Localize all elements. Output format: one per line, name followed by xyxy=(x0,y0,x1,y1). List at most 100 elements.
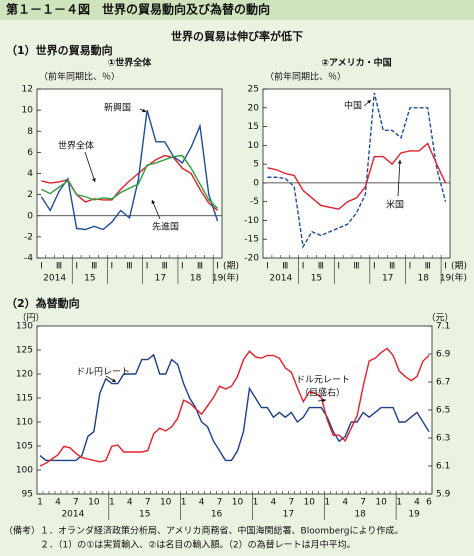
x-tick-label: Ⅰ xyxy=(409,262,412,272)
line-series xyxy=(267,142,447,210)
x-tick-label: Ⅰ xyxy=(444,262,447,272)
plot-area xyxy=(262,88,451,259)
x-tick-label: Ⅰ xyxy=(111,262,114,272)
arrow-head xyxy=(92,178,96,182)
series-label: 世界全体 xyxy=(58,140,94,152)
y-axis-label: （円） xyxy=(17,313,44,324)
x-tick-label: 6 xyxy=(426,498,432,508)
line-series xyxy=(40,109,219,231)
arrow-head xyxy=(322,398,326,403)
y2-axis-label: （元） xyxy=(426,313,453,324)
y-tick-label: 0 xyxy=(253,178,259,188)
y2-tick-label: 6.7 xyxy=(436,378,450,388)
x-tick-label: Ⅲ xyxy=(126,262,132,272)
y2-tick-label: 7.1 xyxy=(436,322,450,332)
x-tick-label: 1 xyxy=(324,498,330,508)
y-tick-label: -10 xyxy=(244,216,259,226)
year-label: 19 xyxy=(212,274,224,284)
annotation: （目盛右） xyxy=(300,387,345,399)
series-label: 米国 xyxy=(386,199,404,211)
x-tick-label: 7 xyxy=(73,498,79,508)
title-bar xyxy=(0,0,474,20)
y-tick-label: 115 xyxy=(16,394,33,404)
x-tick-label: 1 xyxy=(181,498,187,508)
x-unit: (期) xyxy=(223,261,239,272)
y-tick-label: 105 xyxy=(16,442,33,452)
y-tick-label: -20 xyxy=(244,254,259,264)
year-label: 16 xyxy=(211,510,223,520)
annotation-arrow xyxy=(84,151,96,183)
year-label: 2014 xyxy=(269,274,292,284)
y-tick-label: 6 xyxy=(27,148,33,158)
plot-area xyxy=(36,325,433,495)
arrow-head xyxy=(142,108,146,113)
x-tick-label: 1 xyxy=(109,498,115,508)
line-series xyxy=(267,92,447,249)
y-tick-label: 130 xyxy=(16,322,33,332)
y-axis-label: （前年同期比、％） xyxy=(265,71,346,83)
y-tick-label: -5 xyxy=(250,197,259,207)
x-tick-label: 7 xyxy=(217,498,223,508)
series-label: 先進国 xyxy=(152,221,179,233)
year-label: 18 xyxy=(190,274,202,284)
x-tick-label: 10 xyxy=(232,498,244,508)
x-tick-label: Ⅰ xyxy=(40,262,43,272)
y-tick-label: -4 xyxy=(24,254,33,264)
x-tick-label: 7 xyxy=(288,498,294,508)
x-tick-label: 4 xyxy=(414,498,420,508)
y-tick-label: 100 xyxy=(16,466,33,476)
y-tick-label: -15 xyxy=(244,235,259,245)
x-tick-label: Ⅰ xyxy=(337,262,340,272)
year-label: 19 xyxy=(440,274,452,284)
year-label: 15 xyxy=(311,274,322,284)
year-label: 2014 xyxy=(43,274,66,284)
year-label: 17 xyxy=(283,510,294,520)
x-tick-label: 4 xyxy=(55,498,61,508)
x-unit: (期) xyxy=(451,261,467,272)
y-tick-label: 110 xyxy=(16,418,33,428)
y-tick-label: 8 xyxy=(27,127,33,137)
y-tick-label: 15 xyxy=(248,122,259,132)
year-label: 2014 xyxy=(61,510,84,520)
y-tick-label: 25 xyxy=(248,85,259,95)
x-tick-label: 4 xyxy=(199,498,205,508)
arrow-head xyxy=(151,200,156,204)
year-label: 15 xyxy=(84,274,95,284)
x-tick-label: Ⅲ xyxy=(353,262,359,272)
year-label: 19 xyxy=(408,510,420,520)
x-tick-label: Ⅰ xyxy=(75,262,78,272)
y-tick-label: 4 xyxy=(27,169,33,179)
note: １．オランダ経済政策分析局、アメリカ商務省、中国海関総署、Bloombergによ… xyxy=(40,525,403,537)
subtitle: 世界の貿易は伸び率が低下 xyxy=(171,29,303,43)
y-tick-label: 2 xyxy=(27,190,33,200)
figure-title: 第１－１－４図 世界の貿易動向及び為替の動向 xyxy=(6,2,270,17)
x-tick-label: Ⅲ xyxy=(282,262,288,272)
y2-tick-label: 6.3 xyxy=(436,434,450,444)
y2-tick-label: 6.1 xyxy=(436,462,450,472)
series-label: ドル元レート xyxy=(296,376,350,386)
y-tick-label: 10 xyxy=(248,141,260,151)
x-tick-label: Ⅲ xyxy=(56,262,62,272)
x-tick-label: Ⅲ xyxy=(162,262,168,272)
y-tick-label: -2 xyxy=(24,232,33,242)
x-tick-label: Ⅲ xyxy=(197,262,203,272)
y-tick-label: 12 xyxy=(22,85,33,95)
note: ２．（1）の①は実質輸入、②は名目の輸入額。（2）の為替レートは月中平均。 xyxy=(40,539,356,551)
y-tick-label: 10 xyxy=(22,106,34,116)
notes-label: （備考） xyxy=(4,525,40,537)
x-tick-label: Ⅰ xyxy=(216,262,219,272)
year-label: 18 xyxy=(418,274,430,284)
y-tick-label: 0 xyxy=(27,211,33,221)
x-tick-label: 10 xyxy=(160,498,172,508)
x-tick-label: 10 xyxy=(88,498,100,508)
series-label: 中国 xyxy=(344,100,362,112)
x-tick-label: 1 xyxy=(37,498,43,508)
series-label: 新興国 xyxy=(104,102,131,114)
y2-tick-label: 6.9 xyxy=(436,350,451,360)
x-tick-label: Ⅰ xyxy=(302,262,305,272)
section-title: （2）為替動向 xyxy=(6,296,80,310)
x-tick-label: 7 xyxy=(360,498,366,508)
series-label: ドル円レート xyxy=(76,367,130,378)
x-tick-label: Ⅲ xyxy=(425,262,431,272)
